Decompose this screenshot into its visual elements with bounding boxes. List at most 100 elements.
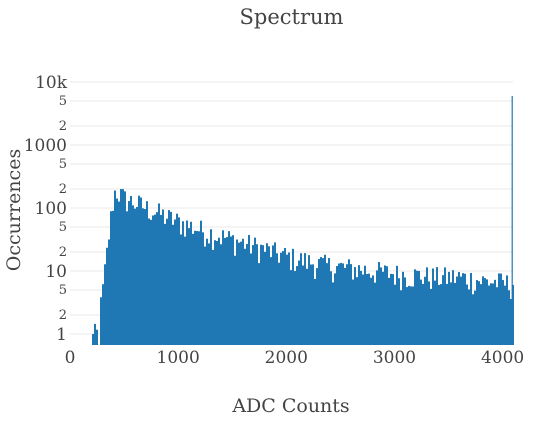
histogram-bar [480, 284, 482, 345]
histogram-bar [306, 268, 308, 345]
histogram-bar [290, 270, 292, 345]
histogram-bar [204, 246, 206, 345]
histogram-bar [410, 286, 412, 345]
histogram-bar [426, 267, 428, 345]
histogram-bar [168, 210, 170, 345]
histogram-bar [392, 274, 394, 345]
histogram-bar [148, 218, 150, 345]
histogram-bar [476, 280, 478, 345]
histogram-bar [444, 267, 446, 345]
histogram-bar [186, 220, 188, 345]
y-minor-tick-label: 2 [59, 308, 67, 323]
histogram-bar [136, 206, 138, 345]
histogram-bar [140, 197, 142, 345]
histogram-bar [124, 191, 126, 345]
histogram-bar [484, 278, 486, 345]
histogram-bar [270, 257, 272, 345]
histogram-bar [154, 214, 156, 345]
histogram-bar [110, 211, 112, 345]
histogram-bar [498, 273, 500, 345]
histogram-bar [206, 238, 208, 345]
histogram-bar [196, 231, 198, 345]
histogram-bar [494, 279, 496, 345]
histogram-bar [262, 245, 264, 345]
histogram-bar [222, 230, 224, 345]
histogram-bar [438, 284, 440, 345]
histogram-bar [194, 230, 196, 345]
histogram-bar [400, 290, 402, 345]
histogram-bar [138, 195, 140, 345]
histogram-bar [106, 247, 108, 345]
histogram-bar [286, 254, 288, 345]
y-axis-title: Occurrences [3, 149, 25, 271]
histogram-bar [486, 279, 488, 345]
histogram-bar [510, 298, 512, 345]
histogram-bar [332, 282, 334, 345]
histogram-bar [184, 236, 186, 345]
histogram-bar [268, 246, 270, 345]
histogram-bar [228, 231, 230, 345]
histogram-bar [386, 266, 388, 345]
histogram-bar [280, 252, 282, 345]
histogram-bar [390, 273, 392, 345]
histogram-bar [492, 283, 494, 345]
histogram-bar [416, 270, 418, 345]
histogram-bar [258, 263, 260, 345]
histogram-bar [488, 285, 490, 345]
x-tick-label: 4000 [481, 348, 524, 368]
histogram-bar [282, 251, 284, 345]
histogram-bar [334, 273, 336, 345]
histogram-bar [122, 189, 124, 345]
y-major-tick-label: 10 [45, 262, 67, 282]
histogram-bar [104, 264, 106, 345]
histogram-bar [226, 237, 228, 345]
histogram-bar [298, 260, 300, 345]
histogram-bar [502, 280, 504, 345]
histogram-bar [340, 262, 342, 345]
histogram-bar [236, 239, 238, 345]
histogram-bar [94, 323, 96, 345]
histogram-bar [434, 280, 436, 345]
histogram-bar [364, 265, 366, 345]
histogram-bar [454, 282, 456, 345]
histogram-bar [358, 265, 360, 345]
histogram-bar [120, 189, 122, 345]
histogram-bar [460, 276, 462, 345]
histogram-bar [118, 201, 120, 345]
histogram-bar [284, 248, 286, 345]
x-axis-title: ADC Counts [231, 395, 349, 417]
histogram-bar [406, 287, 408, 345]
histogram-bar [312, 264, 314, 345]
histogram-bar [252, 245, 254, 345]
histogram-bar [294, 271, 296, 345]
histogram-bar [144, 209, 146, 345]
histogram-bar [244, 248, 246, 345]
histogram-bar [346, 264, 348, 345]
histogram-bar [360, 270, 362, 345]
histogram-bar [230, 236, 232, 345]
histogram-bar [152, 215, 154, 345]
histogram-bar [102, 284, 104, 345]
histogram-bar [108, 239, 110, 345]
histogram-bar [220, 244, 222, 345]
histogram-bar [396, 265, 398, 345]
histogram-bar [162, 209, 164, 345]
histogram-bar [278, 262, 280, 345]
histogram-bar [170, 211, 172, 345]
histogram-bar [440, 284, 442, 345]
histogram-bar [418, 271, 420, 345]
x-tick-label: 3000 [373, 348, 416, 368]
histogram-bar [422, 283, 424, 345]
histogram-bar [336, 266, 338, 345]
histogram-bar [504, 285, 506, 345]
histogram-bar [430, 288, 432, 345]
histogram-bar [318, 259, 320, 345]
histogram-bar [326, 263, 328, 345]
histogram-bar [288, 252, 290, 345]
histogram-bar [352, 279, 354, 345]
x-tick-label: 0 [65, 348, 76, 368]
histogram-bar [456, 276, 458, 345]
chart-title: Spectrum [239, 5, 344, 29]
histogram-bar [322, 258, 324, 345]
histogram-bar [216, 241, 218, 345]
